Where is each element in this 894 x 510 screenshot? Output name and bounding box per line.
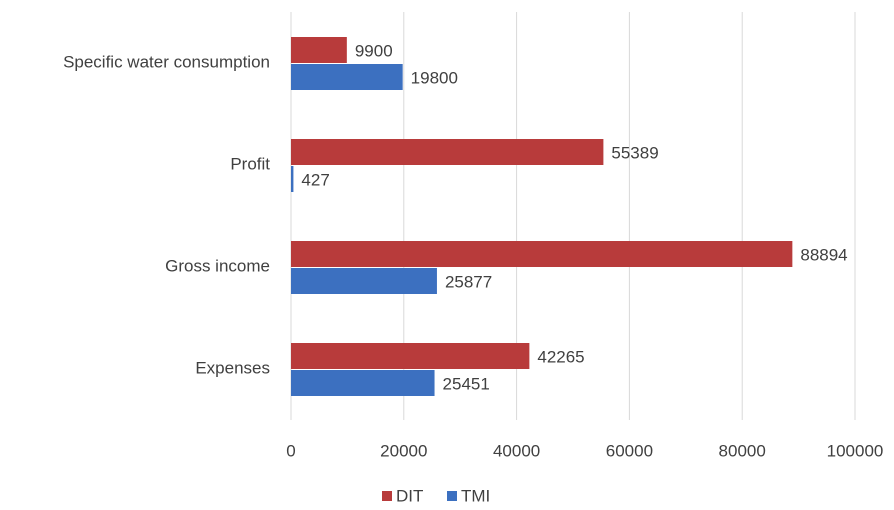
bar [291, 370, 435, 396]
x-tick-label: 40000 [493, 441, 540, 460]
legend-swatch [447, 491, 457, 501]
x-tick-label: 0 [286, 441, 295, 460]
data-label: 427 [301, 170, 329, 189]
x-tick-label: 80000 [719, 441, 766, 460]
bar [291, 37, 347, 63]
data-label: 9900 [355, 41, 393, 60]
data-label: 19800 [411, 68, 458, 87]
x-tick-label: 20000 [380, 441, 427, 460]
data-label: 55389 [611, 143, 658, 162]
legend-label: TMI [461, 486, 490, 505]
data-label: 25877 [445, 272, 492, 291]
bar [291, 166, 294, 192]
data-label: 25451 [443, 374, 490, 393]
bar [291, 64, 403, 90]
data-label: 42265 [537, 347, 584, 366]
y-tick-label: Expenses [195, 358, 270, 377]
bar [291, 241, 793, 267]
x-tick-label: 100000 [827, 441, 884, 460]
bar [291, 139, 604, 165]
y-tick-label: Specific water consumption [63, 52, 270, 71]
x-tick-label: 60000 [606, 441, 653, 460]
y-tick-label: Gross income [165, 256, 270, 275]
bar [291, 268, 437, 294]
legend-swatch [382, 491, 392, 501]
bar [291, 343, 530, 369]
legend-label: DIT [396, 486, 423, 505]
data-label: 88894 [800, 245, 847, 264]
y-tick-label: Profit [230, 154, 270, 173]
